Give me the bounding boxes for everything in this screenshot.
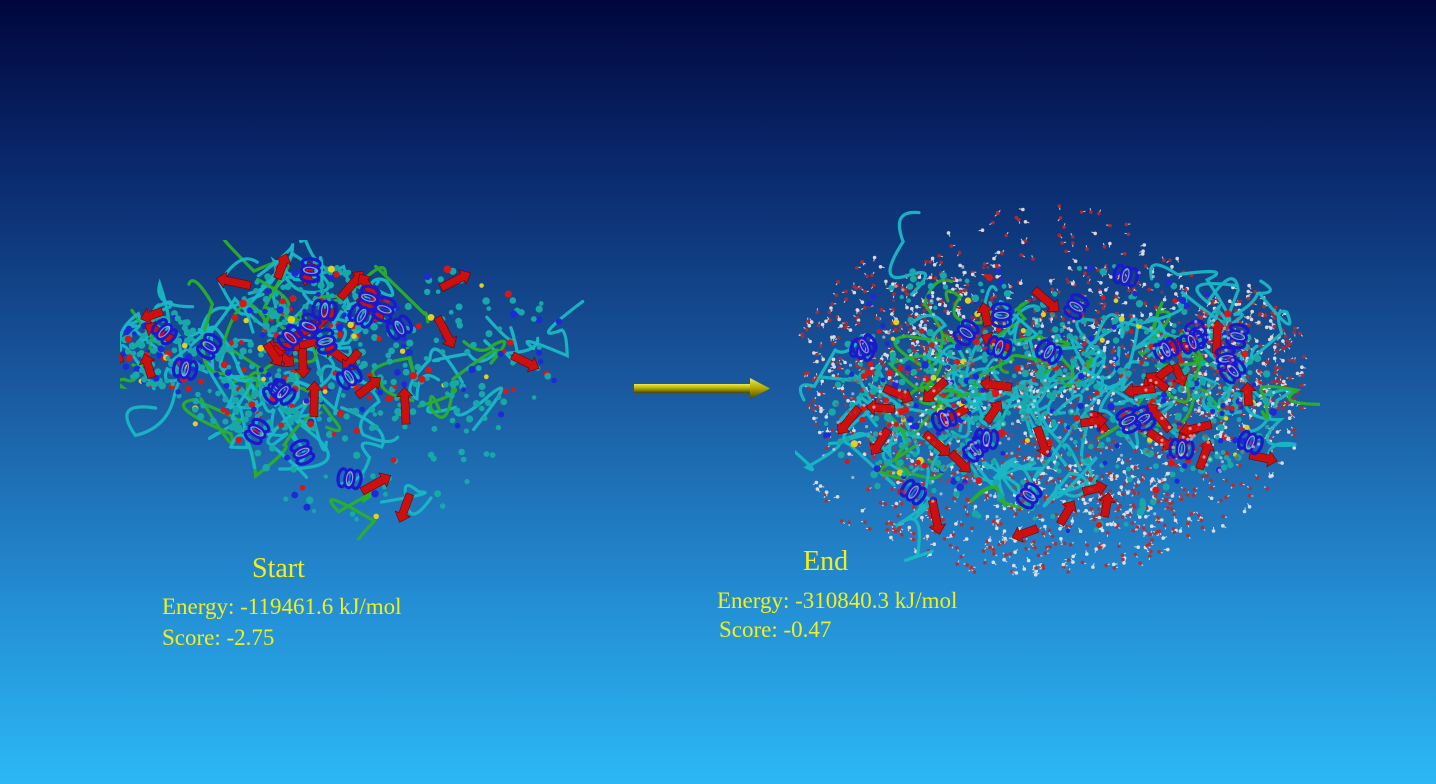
right-arrow-icon xyxy=(634,378,770,399)
end-score-label: Score: -0.47 xyxy=(719,617,832,642)
start-score-label: Score: -2.75 xyxy=(162,625,275,650)
start-title: Start xyxy=(252,553,305,584)
end-solvated-protein-structure xyxy=(795,204,1320,577)
end-energy-label: Energy: -310840.3 kJ/mol xyxy=(717,588,958,613)
start-protein-structure xyxy=(120,240,585,540)
end-title: End xyxy=(803,546,849,577)
start-energy-label: Energy: -119461.6 kJ/mol xyxy=(162,594,402,619)
